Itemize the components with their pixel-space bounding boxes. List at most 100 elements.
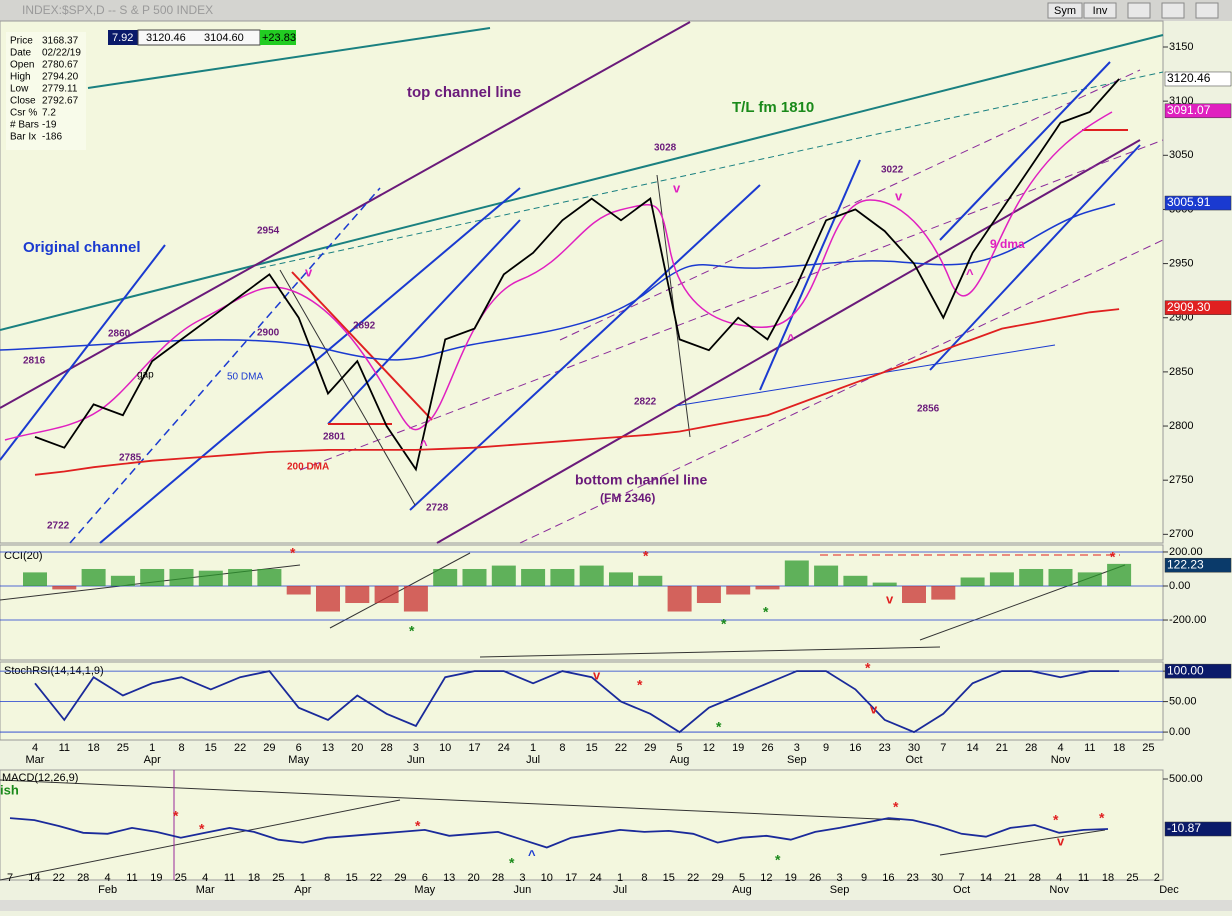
trend-line [519,239,1164,544]
inv-button-label[interactable]: Inv [1093,5,1108,17]
y-tick-label: 2750 [1169,474,1193,486]
x-tick-label: 29 [711,872,723,884]
info-label: Low [10,84,29,95]
panel-title: MACD(12,26,9) [2,772,78,784]
x-tick-label: 25 [1126,872,1138,884]
annotation: 2892 [353,321,376,332]
y-tick-label: 200.00 [1169,546,1203,558]
y-tick-label: 0.00 [1169,726,1190,738]
x-tick-label: 20 [467,872,479,884]
trend-line [291,271,433,421]
x-tick-label: 18 [87,742,99,754]
annotation: 2860 [108,329,131,340]
x-tick-label: 24 [498,742,510,754]
annotation: 2801 [323,432,346,443]
x-tick-label: 11 [59,742,70,754]
price-tag [1164,195,1232,211]
annotation: * [775,852,781,868]
annotation: 3028 [654,143,677,154]
x-tick-label: 8 [324,872,330,884]
x-tick-label: 17 [565,872,577,884]
x-tick-label: 20 [351,742,363,754]
scrollbar[interactable] [0,900,1232,911]
x-tick-label: 28 [380,742,392,754]
annotation: * [637,677,643,693]
trend-line [99,187,521,544]
x-tick-label: 29 [394,872,406,884]
series-line [34,670,1120,734]
bar [814,565,839,586]
toolbar-cell [260,30,296,45]
annotation: gap [137,370,154,381]
annotation: * [1099,810,1105,826]
x-tick-label: 11 [1078,872,1089,884]
x-tick-label: 21 [996,742,1008,754]
x-month-label: Jun [407,754,425,766]
y-tick-label: 3050 [1169,149,1193,161]
x-tick-label: 8 [178,742,184,754]
bar [23,572,47,586]
x-tick-label: 4 [202,872,208,884]
annotation: Original channel [23,239,141,256]
bar [316,585,340,612]
info-value: 2780.67 [42,60,79,71]
cci-panel [0,544,1164,661]
info-value: 3168.37 [42,36,79,47]
sym-button[interactable] [1047,2,1083,19]
x-tick-label: 14 [980,872,992,884]
x-tick-label: 6 [296,742,302,754]
annotation: 2954 [257,226,280,237]
annotation: v [593,667,601,682]
bar [902,585,926,604]
x-tick-label: 2 [1154,872,1160,884]
annotation: 2728 [426,503,449,514]
trend-line [299,139,1164,471]
annotation: 2822 [634,397,657,408]
trend-line [479,646,941,658]
y-tick-label: -200.00 [1169,614,1206,626]
x-tick-label: 4 [1056,872,1062,884]
bar [286,585,311,595]
x-tick-label: 3 [519,872,525,884]
x-tick-label: 1 [530,742,536,754]
x-tick-label: 23 [879,742,891,754]
x-tick-label: 7 [940,742,946,754]
x-tick-label: 17 [468,742,480,754]
x-tick-label: 3 [837,872,843,884]
annotation: 3022 [881,165,904,176]
x-tick-label: 1 [617,872,623,884]
x-tick-label: 26 [809,872,821,884]
maximize-button[interactable] [1161,2,1185,19]
bar [110,575,135,586]
annotation: 2856 [917,404,940,415]
x-tick-label: 4 [1057,742,1063,754]
info-label: Price [10,36,33,47]
x-tick-label: 10 [541,872,553,884]
bar [696,585,721,604]
annotation: * [643,548,649,564]
minimize-button[interactable] [1127,2,1151,19]
toolbar-value: 3104.60 [204,32,244,44]
price-tag-label: 100.00 [1167,663,1204,677]
macd-panel [0,769,1164,881]
y-tick-label: 50.00 [1169,696,1197,708]
annotation: * [173,808,179,824]
trend-line [279,269,416,506]
x-tick-label: 28 [1025,742,1037,754]
price-tag-label: 3120.46 [1167,71,1211,85]
x-tick-label: 29 [263,742,275,754]
x-month-label: Mar [196,884,215,896]
bar [989,572,1014,586]
x-tick-label: 6 [422,872,428,884]
inv-button[interactable] [1083,2,1117,19]
bar [960,577,985,586]
y-tick-label: 500.00 [1169,773,1203,785]
annotation: 2900 [257,328,280,339]
bar [638,575,663,586]
sym-button-label[interactable]: Sym [1054,5,1076,17]
x-tick-label: 12 [760,872,772,884]
bar [609,572,633,586]
annotation: ^ [966,266,974,281]
x-tick-label: 19 [785,872,797,884]
close-button[interactable] [1195,2,1219,19]
